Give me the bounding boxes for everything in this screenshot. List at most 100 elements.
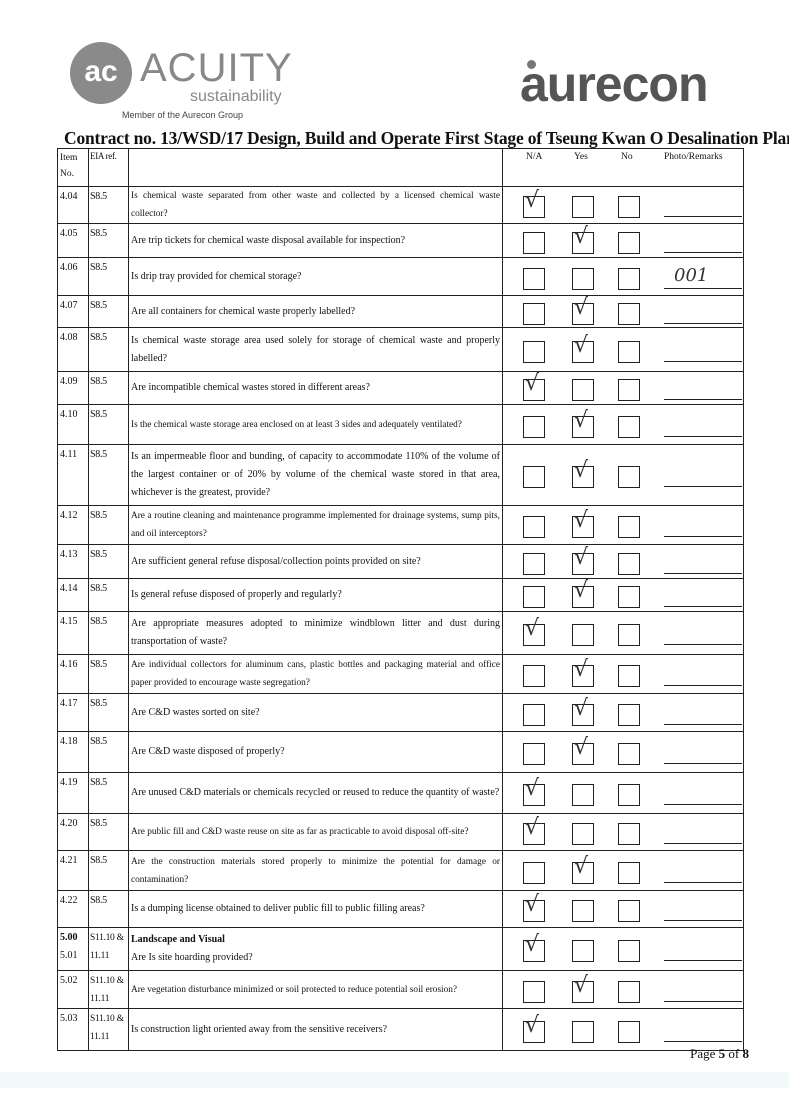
checkbox-na[interactable] — [523, 553, 545, 575]
item-question: Are unused C&D materials or chemicals re… — [131, 787, 500, 798]
checkbox-no[interactable] — [618, 516, 640, 538]
checkbox-no[interactable] — [618, 704, 640, 726]
checkbox-no[interactable] — [618, 466, 640, 488]
checkbox-yes[interactable]: √ — [572, 508, 594, 538]
checkbox-na[interactable]: √ — [523, 815, 545, 845]
remarks-field[interactable] — [664, 216, 742, 217]
checkbox-yes[interactable] — [572, 624, 594, 646]
checkbox-no[interactable] — [618, 823, 640, 845]
checkbox-na[interactable]: √ — [523, 892, 545, 922]
item-number: 4.21 — [60, 855, 78, 866]
checkbox-no[interactable] — [618, 379, 640, 401]
checkbox-na[interactable] — [523, 466, 545, 488]
checkbox-no[interactable] — [618, 268, 640, 290]
checkbox-yes[interactable] — [572, 823, 594, 845]
checkbox-na[interactable]: √ — [523, 371, 545, 401]
checkbox-na[interactable] — [523, 743, 545, 765]
checkbox-na[interactable]: √ — [523, 776, 545, 806]
remarks-field[interactable] — [664, 685, 742, 686]
checkbox-no[interactable] — [618, 784, 640, 806]
item-question: Are incompatible chemical wastes stored … — [131, 382, 370, 393]
remarks-field[interactable] — [664, 843, 742, 844]
remarks-field[interactable] — [664, 573, 742, 574]
checkbox-na[interactable]: √ — [523, 932, 545, 962]
remarks-field[interactable] — [664, 920, 742, 921]
checkbox-no[interactable] — [618, 196, 640, 218]
checkbox-na[interactable] — [523, 516, 545, 538]
checkbox-no[interactable] — [618, 303, 640, 325]
checkbox-yes[interactable]: √ — [572, 224, 594, 254]
table-row: 4.06 S8.5 Is drip tray provided for chem… — [58, 258, 743, 296]
checkbox-na[interactable] — [523, 981, 545, 1003]
checkbox-na[interactable] — [523, 416, 545, 438]
remarks-field[interactable] — [664, 1001, 742, 1002]
checkbox-yes[interactable]: √ — [572, 578, 594, 608]
remarks-field[interactable] — [664, 361, 742, 362]
checkbox-no[interactable] — [618, 743, 640, 765]
checkbox-na[interactable]: √ — [523, 616, 545, 646]
eia-ref: S8.5 — [89, 445, 129, 505]
checkbox-yes[interactable]: √ — [572, 657, 594, 687]
checkbox-no[interactable] — [618, 553, 640, 575]
remarks-field[interactable] — [664, 399, 742, 400]
checkbox-no[interactable] — [618, 1021, 640, 1043]
checkbox-yes[interactable] — [572, 940, 594, 962]
remarks-field[interactable] — [664, 323, 742, 324]
checkbox-yes[interactable]: √ — [572, 735, 594, 765]
check-mark-icon: √ — [574, 333, 589, 358]
checkbox-yes[interactable] — [572, 1021, 594, 1043]
remarks-field[interactable] — [664, 536, 742, 537]
remarks-field[interactable] — [664, 724, 742, 725]
checkbox-yes[interactable]: √ — [572, 854, 594, 884]
remarks-field[interactable] — [664, 1041, 742, 1042]
checkbox-yes[interactable]: √ — [572, 458, 594, 488]
checkbox-yes[interactable] — [572, 784, 594, 806]
remarks-field[interactable] — [664, 882, 742, 883]
checkbox-yes[interactable]: √ — [572, 333, 594, 363]
checkbox-na[interactable] — [523, 862, 545, 884]
checkbox-na[interactable] — [523, 341, 545, 363]
remarks-field[interactable] — [664, 606, 742, 607]
checkbox-yes[interactable]: √ — [572, 696, 594, 726]
remarks-field[interactable] — [664, 763, 742, 764]
checkbox-yes[interactable]: √ — [572, 545, 594, 575]
checkbox-na[interactable] — [523, 232, 545, 254]
checkbox-no[interactable] — [618, 665, 640, 687]
checkbox-yes[interactable]: √ — [572, 973, 594, 1003]
checkbox-na[interactable] — [523, 303, 545, 325]
checkbox-no[interactable] — [618, 981, 640, 1003]
checkbox-no[interactable] — [618, 862, 640, 884]
eia-ref: S8.5 — [89, 224, 129, 257]
checkbox-no[interactable] — [618, 416, 640, 438]
checkbox-yes[interactable]: √ — [572, 408, 594, 438]
checkbox-na[interactable] — [523, 268, 545, 290]
item-cell: 4.22 — [58, 891, 89, 927]
checkbox-na[interactable]: √ — [523, 1013, 545, 1043]
remarks-field[interactable] — [664, 436, 742, 437]
table-row: 4.20 S8.5 Are public fill and C&D waste … — [58, 814, 743, 851]
checkbox-yes[interactable] — [572, 268, 594, 290]
checkbox-no[interactable] — [618, 624, 640, 646]
checkbox-no[interactable] — [618, 232, 640, 254]
checkbox-na[interactable] — [523, 586, 545, 608]
checkbox-yes[interactable] — [572, 900, 594, 922]
table-row: 4.04 S8.5 Is chemical waste separated fr… — [58, 187, 743, 224]
checkbox-no[interactable] — [618, 900, 640, 922]
checkbox-na[interactable] — [523, 665, 545, 687]
checkbox-yes[interactable] — [572, 379, 594, 401]
remarks-field[interactable] — [664, 804, 742, 805]
remarks-field[interactable] — [664, 644, 742, 645]
remarks-field[interactable] — [664, 252, 742, 253]
checkbox-na[interactable] — [523, 704, 545, 726]
remarks-field[interactable] — [664, 486, 742, 487]
checkbox-no[interactable] — [618, 586, 640, 608]
checkbox-yes[interactable] — [572, 196, 594, 218]
check-mark-icon: √ — [574, 973, 589, 998]
remarks-field[interactable] — [664, 960, 742, 961]
remarks-field[interactable] — [664, 288, 742, 289]
item-question: Are individual collectors for aluminum c… — [131, 660, 500, 688]
checkbox-yes[interactable]: √ — [572, 295, 594, 325]
checkbox-no[interactable] — [618, 341, 640, 363]
checkbox-na[interactable]: √ — [523, 188, 545, 218]
checkbox-no[interactable] — [618, 940, 640, 962]
